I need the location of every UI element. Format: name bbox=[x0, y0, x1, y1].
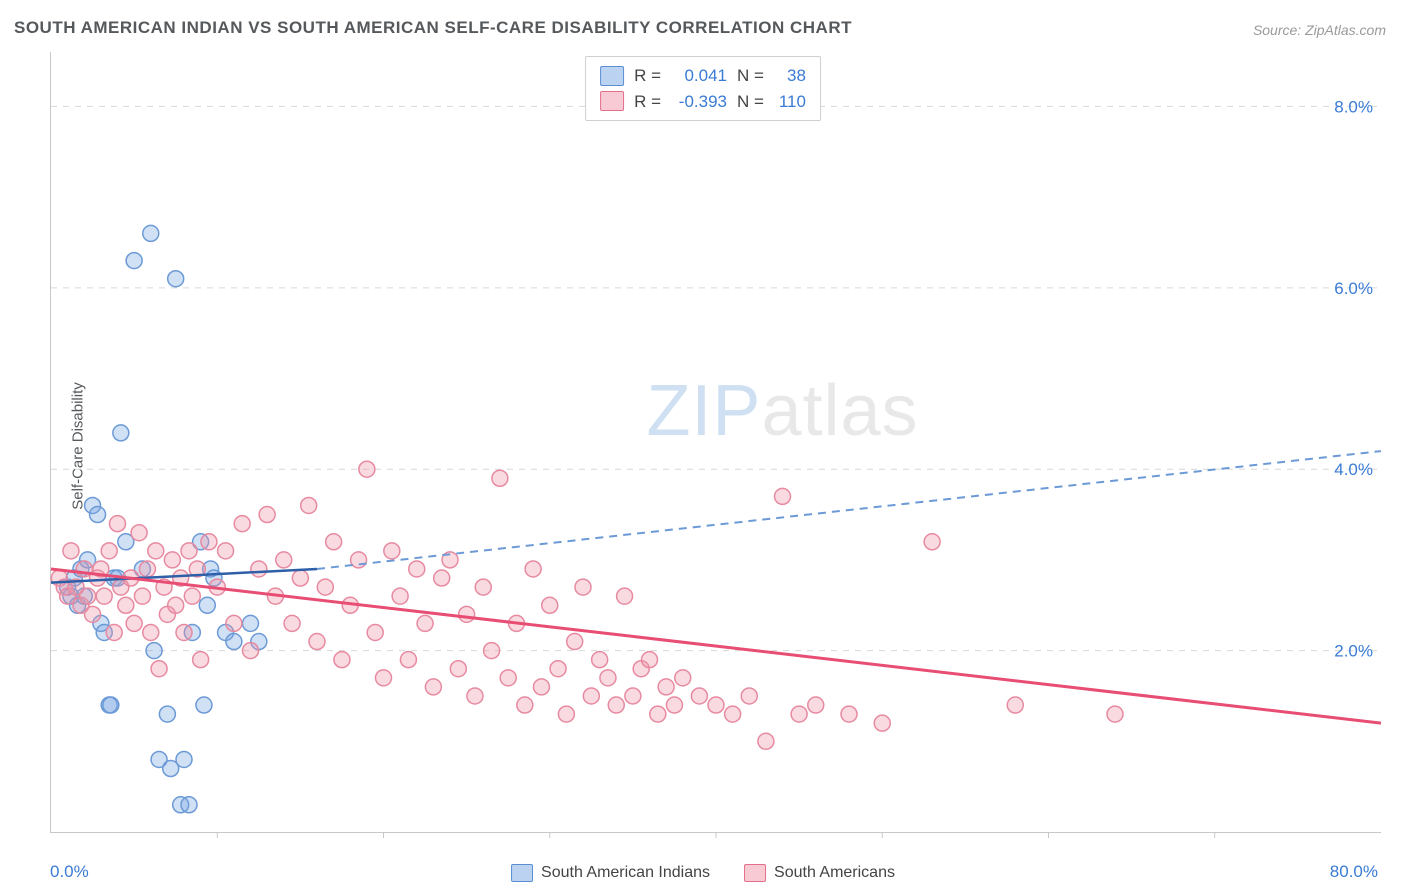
legend-stats-row-pink: R = -0.393 N = 110 bbox=[600, 89, 806, 115]
legend-label: South American Indians bbox=[541, 864, 710, 882]
swatch-pink-icon bbox=[600, 91, 624, 111]
swatch-blue-icon bbox=[600, 66, 624, 86]
svg-text:4.0%: 4.0% bbox=[1334, 460, 1373, 479]
svg-text:6.0%: 6.0% bbox=[1334, 279, 1373, 298]
legend-item-blue: South American Indians bbox=[511, 864, 710, 882]
r-label: R = bbox=[634, 63, 661, 89]
n-label: N = bbox=[737, 63, 764, 89]
n-label: N = bbox=[737, 89, 764, 115]
legend-series: South American Indians South Americans bbox=[511, 864, 895, 882]
legend-label: South Americans bbox=[774, 864, 895, 882]
plot-area: 2.0% 4.0% 6.0% 8.0% ZIPatlas bbox=[50, 52, 1381, 833]
r-label: R = bbox=[634, 89, 661, 115]
svg-text:8.0%: 8.0% bbox=[1334, 97, 1373, 116]
n-value: 110 bbox=[774, 89, 806, 115]
chart-title: SOUTH AMERICAN INDIAN VS SOUTH AMERICAN … bbox=[14, 18, 852, 38]
r-value: -0.393 bbox=[671, 89, 727, 115]
watermark: ZIPatlas bbox=[646, 370, 918, 452]
legend-stats: R = 0.041 N = 38 R = -0.393 N = 110 bbox=[585, 56, 821, 121]
legend-stats-row-blue: R = 0.041 N = 38 bbox=[600, 63, 806, 89]
legend-item-pink: South Americans bbox=[744, 864, 895, 882]
n-value: 38 bbox=[774, 63, 806, 89]
swatch-blue-icon bbox=[511, 864, 533, 882]
svg-text:2.0%: 2.0% bbox=[1334, 642, 1373, 661]
swatch-pink-icon bbox=[744, 864, 766, 882]
x-tick-end: 80.0% bbox=[1330, 862, 1378, 882]
x-tick-origin: 0.0% bbox=[50, 862, 89, 882]
source-attribution: Source: ZipAtlas.com bbox=[1253, 22, 1386, 38]
r-value: 0.041 bbox=[671, 63, 727, 89]
